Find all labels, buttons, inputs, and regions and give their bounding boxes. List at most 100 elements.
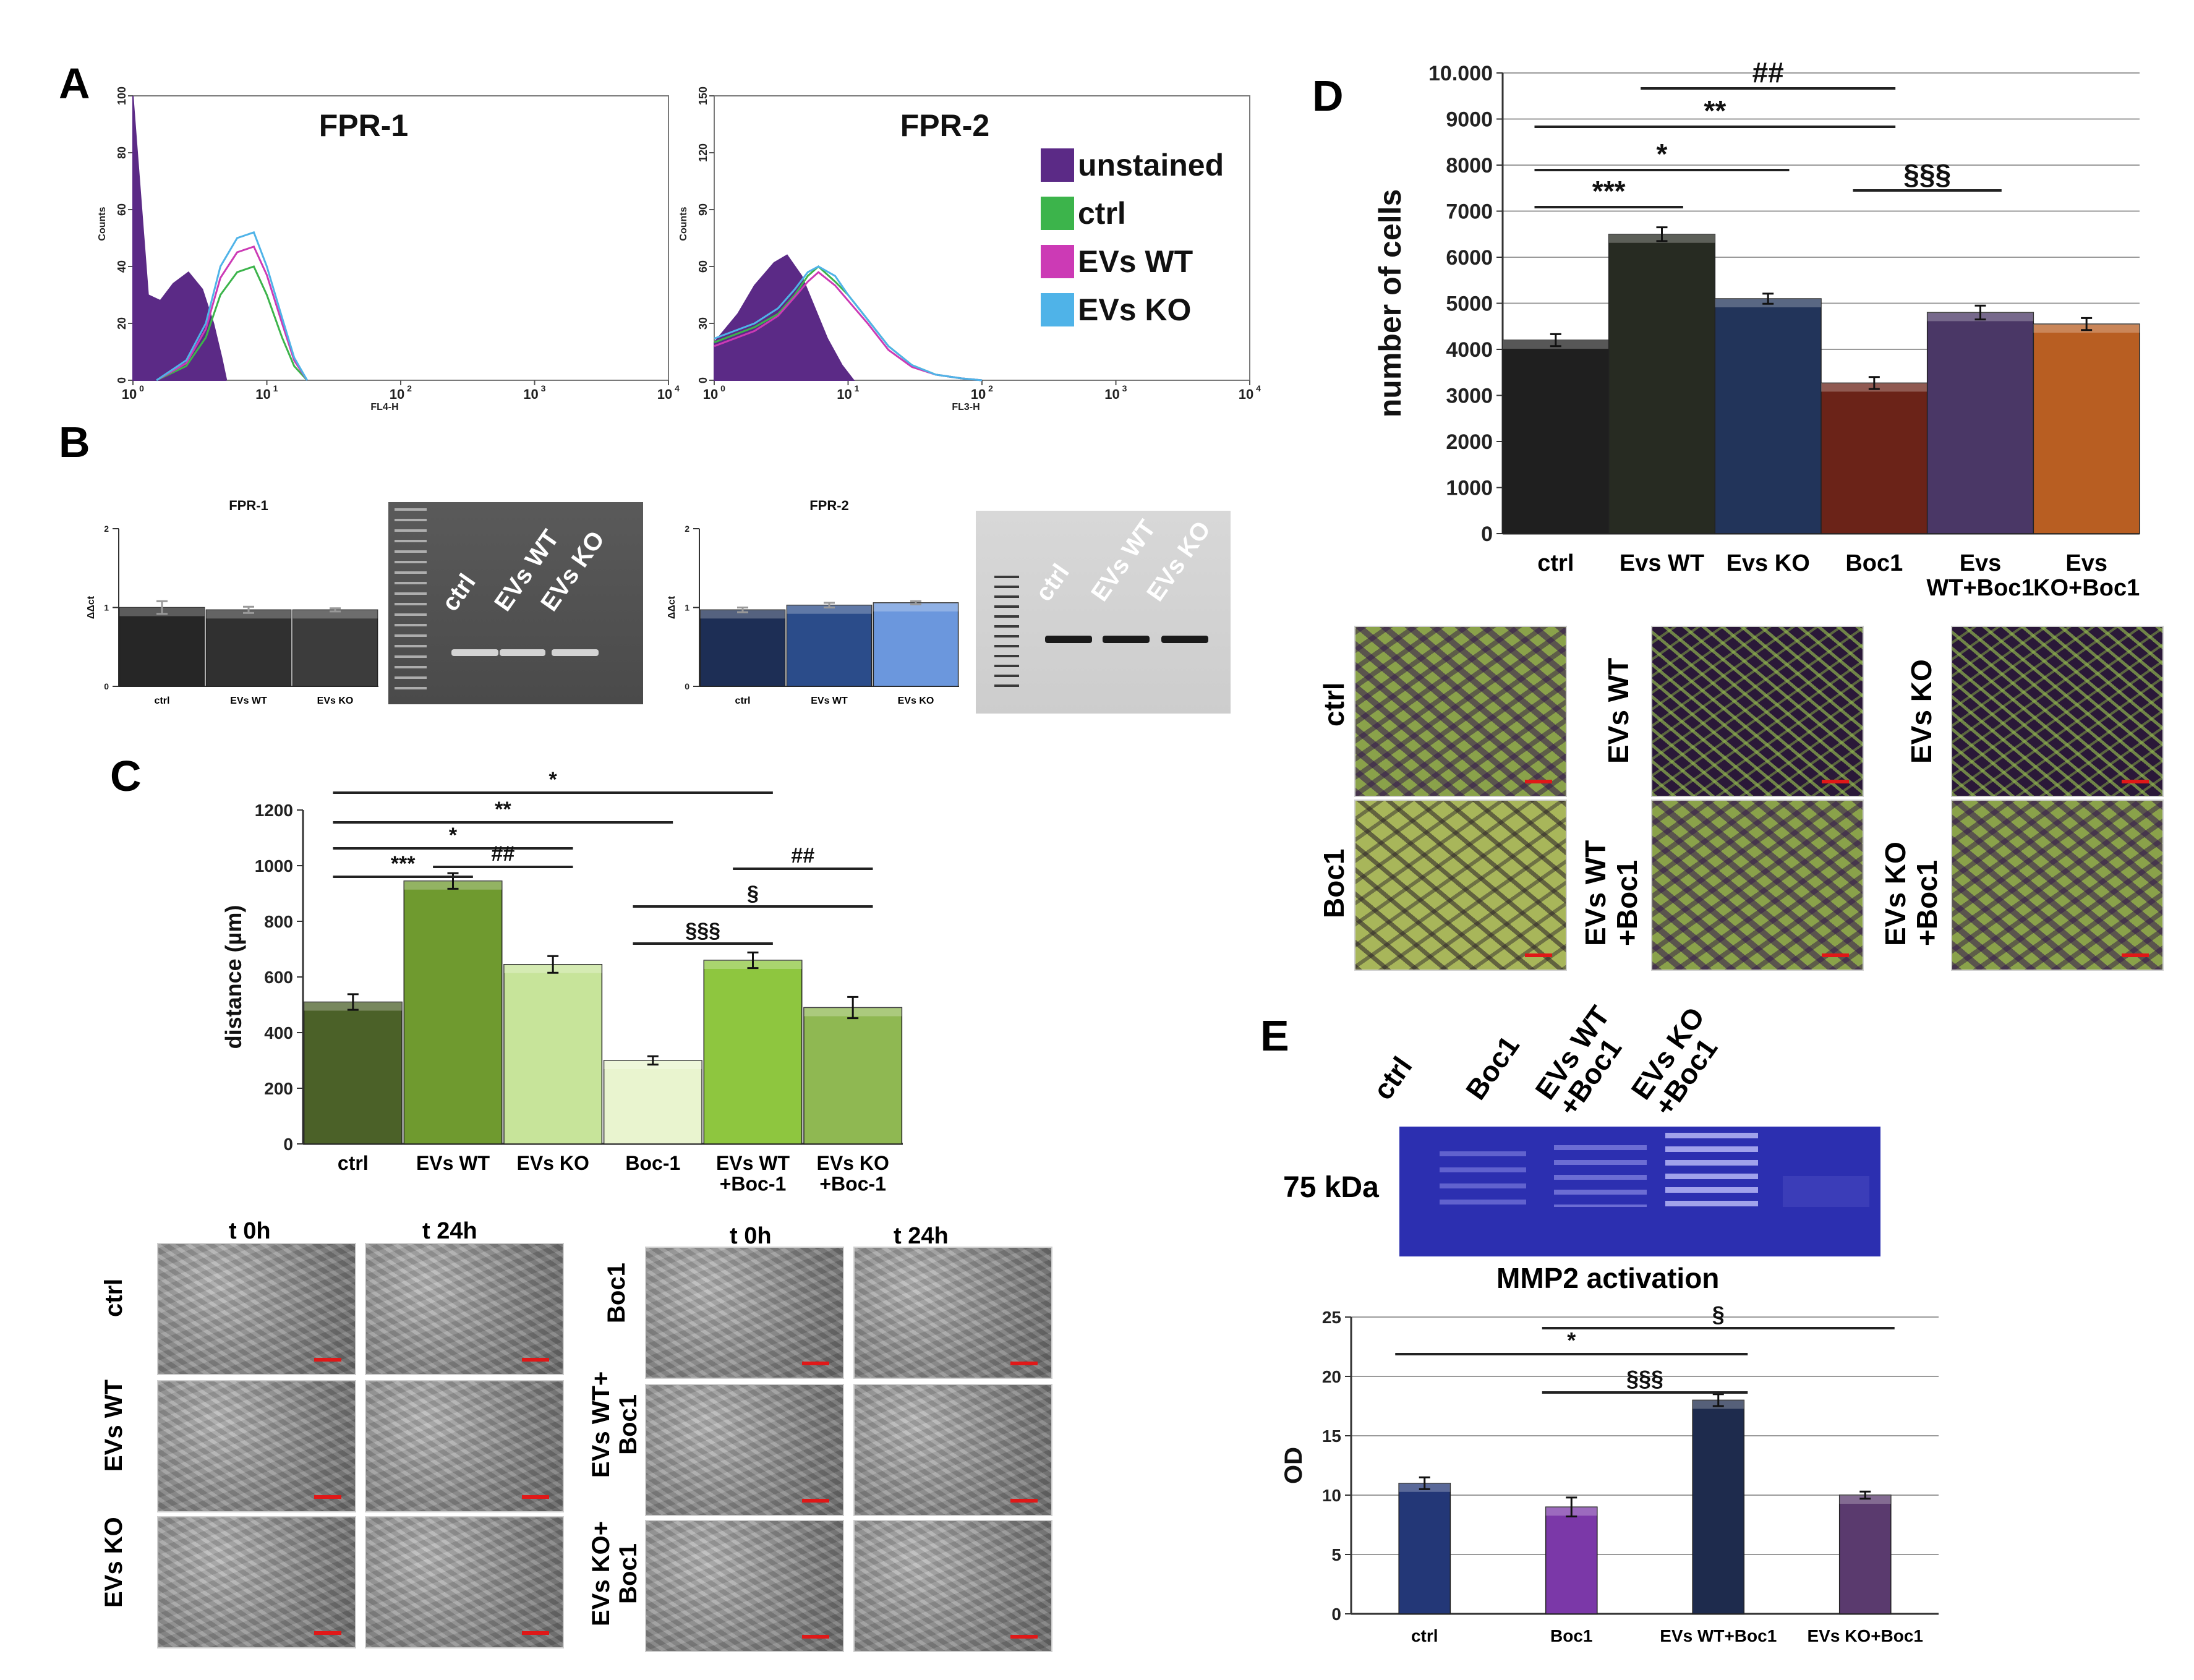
micrograph <box>1651 626 1864 797</box>
panel-label-e: E <box>1260 1012 1289 1060</box>
scale-bar <box>1525 780 1552 783</box>
panel-label-a: A <box>59 59 90 108</box>
category-label: ctrl <box>1537 550 1574 576</box>
micrograph <box>157 1243 356 1375</box>
y-tick-label: 5 <box>1331 1545 1341 1564</box>
gel-ladder <box>395 508 427 694</box>
category-label: Evs KO <box>1727 550 1810 576</box>
y-tick-label: 30 <box>697 317 709 330</box>
y-tick-label: 3000 <box>1446 384 1493 407</box>
gel-b-fpr1: ctrl EVs WT EVs KO <box>388 502 643 704</box>
bar <box>786 604 873 687</box>
x-axis-label: FL3-H <box>952 402 980 412</box>
bar <box>1821 382 1928 534</box>
y-tick-label: 400 <box>264 1023 293 1043</box>
bar <box>2033 323 2140 534</box>
bar <box>803 1007 903 1145</box>
category-label: EVs WT+Boc1 <box>1660 1626 1777 1645</box>
micrograph <box>365 1516 564 1648</box>
y-tick-label: 1 <box>685 602 689 612</box>
category-label: ctrl <box>155 696 170 706</box>
scale-bar <box>1822 780 1849 783</box>
significance-label: §§§ <box>1626 1366 1663 1391</box>
category-label: Boc1 <box>1845 550 1903 576</box>
histogram-unstained <box>132 95 228 381</box>
y-tick-label: 80 <box>116 147 128 159</box>
y-axis-label: distance (µm) <box>221 905 246 1049</box>
y-tick-label: 6000 <box>1446 246 1493 270</box>
y-tick-label: 200 <box>264 1079 293 1098</box>
x-tick-label: 10 <box>523 386 538 402</box>
y-axis-label: ΔΔct <box>667 595 677 619</box>
panel-label-c: C <box>110 752 142 800</box>
bar <box>292 609 378 687</box>
histogram-line <box>156 231 309 382</box>
legend-label: EVs WT <box>1078 244 1193 279</box>
x-tick-exponent: 1 <box>273 383 278 393</box>
category-label: EVs WT <box>230 696 267 706</box>
panel-label-d: D <box>1312 72 1344 120</box>
category-label: Boc-1 <box>625 1152 680 1174</box>
y-tick-label: 0 <box>116 377 128 383</box>
micrograph <box>1951 799 2164 971</box>
panel-label-b: B <box>59 418 90 466</box>
y-tick-label: 8000 <box>1446 154 1493 177</box>
histogram-line <box>156 245 308 382</box>
bar-highlight <box>700 610 785 619</box>
y-tick-label: 0 <box>685 681 689 691</box>
plot-frame <box>132 95 669 381</box>
zymography-gel <box>1399 1127 1880 1256</box>
histogram-unstained <box>714 254 855 381</box>
legend-swatch <box>1041 197 1074 230</box>
col-header: t 0h <box>730 1223 772 1249</box>
y-tick-label: 100 <box>116 87 128 105</box>
category-label: EVs KO+Boc1 <box>1807 1626 1923 1645</box>
x-tick-exponent: 4 <box>1256 383 1261 393</box>
significance-label: ## <box>791 844 814 868</box>
col-header: t 0h <box>229 1218 271 1244</box>
bar <box>1692 1399 1745 1614</box>
category-label: ctrl <box>338 1152 369 1174</box>
y-axis-label: ΔΔct <box>86 595 96 619</box>
micrograph <box>853 1520 1052 1652</box>
micrograph <box>157 1516 356 1648</box>
bar <box>119 607 205 687</box>
scale-bar <box>802 1499 829 1503</box>
y-axis-label: number of cells <box>1373 189 1407 418</box>
x-tick-exponent: 3 <box>1122 383 1127 393</box>
x-tick-label: 10 <box>122 386 137 402</box>
gel-band <box>1103 636 1150 643</box>
y-tick-label: 0 <box>283 1135 293 1154</box>
x-tick-exponent: 1 <box>855 383 860 393</box>
significance-label: *** <box>1592 175 1626 207</box>
gel-band <box>1161 636 1208 643</box>
bar <box>1608 234 1716 534</box>
y-tick-label: 1200 <box>255 801 293 820</box>
bar <box>503 964 603 1145</box>
x-tick-exponent: 4 <box>675 383 680 393</box>
significance-label: §§§ <box>685 919 720 942</box>
micrograph <box>157 1380 356 1512</box>
histogram-line <box>714 265 983 382</box>
y-tick-label: 90 <box>697 203 709 216</box>
bar <box>205 609 292 687</box>
scale-bar <box>1010 1362 1038 1365</box>
scale-bar <box>2122 953 2149 957</box>
y-tick-label: 150 <box>697 87 709 105</box>
bar <box>1502 339 1610 534</box>
y-tick-label: 60 <box>116 203 128 216</box>
chart-title: FPR-1 <box>229 498 268 513</box>
significance-label: * <box>449 824 458 847</box>
micrograph <box>365 1380 564 1512</box>
micrograph <box>1651 799 1864 971</box>
gel-band <box>1783 1176 1869 1207</box>
micrograph <box>1354 626 1567 797</box>
y-tick-label: 25 <box>1322 1308 1341 1327</box>
bar <box>403 881 503 1145</box>
x-tick-exponent: 0 <box>139 383 144 393</box>
significance-label: * <box>1657 138 1668 170</box>
gel-band <box>1045 636 1092 643</box>
zymography-caption: MMP2 activation <box>1496 1262 1720 1294</box>
y-tick-label: 2000 <box>1446 430 1493 454</box>
